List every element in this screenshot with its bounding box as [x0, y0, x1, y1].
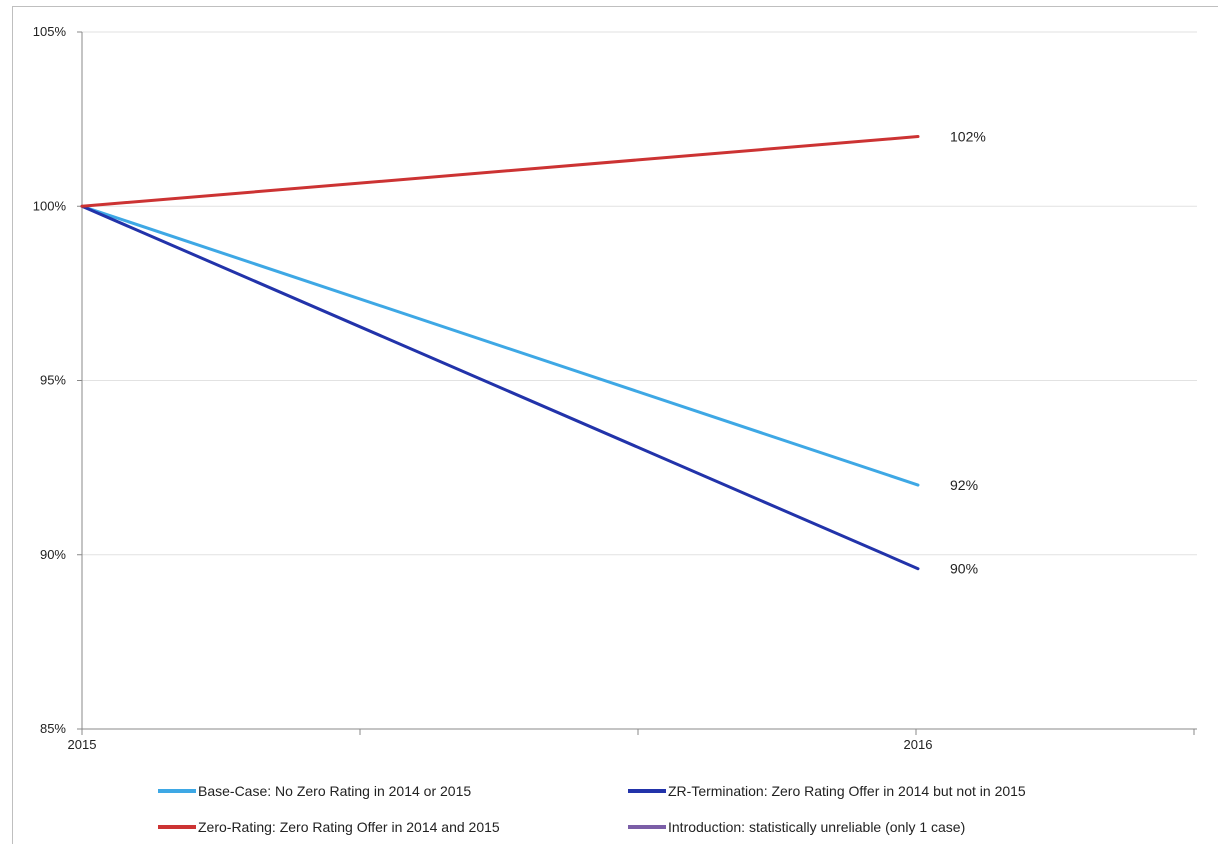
- y-tick-label: 90%: [40, 547, 66, 562]
- series-line: [80, 204, 920, 571]
- gridlines: [82, 31, 1197, 556]
- data-label: 102%: [950, 129, 986, 145]
- x-tick-labels: 2015 2016: [68, 737, 933, 752]
- x-tick-label: 2015: [68, 737, 97, 752]
- axes: [77, 31, 1197, 735]
- x-tick-label: 2016: [904, 737, 933, 752]
- y-tick-label: 105%: [33, 24, 67, 39]
- series-line: [80, 135, 920, 208]
- legend: Base-Case: No Zero Rating in 2014 or 201…: [158, 783, 1026, 835]
- data-label: 90%: [950, 561, 978, 577]
- series-line: [80, 204, 920, 487]
- legend-label: Zero-Rating: Zero Rating Offer in 2014 a…: [198, 819, 500, 835]
- data-label: 92%: [950, 477, 978, 493]
- y-tick-label: 85%: [40, 721, 66, 736]
- y-tick-label: 95%: [40, 373, 66, 388]
- data-labels: 92% 90% 102%: [950, 129, 986, 577]
- y-tick-label: 100%: [33, 198, 67, 213]
- legend-label: Base-Case: No Zero Rating in 2014 or 201…: [198, 783, 471, 799]
- chart-frame: [12, 6, 1218, 844]
- y-tick-labels: 85% 90% 95% 100% 105%: [33, 24, 67, 736]
- legend-label: ZR-Termination: Zero Rating Offer in 201…: [668, 783, 1026, 799]
- legend-label: Introduction: statistically unreliable (…: [668, 819, 965, 835]
- series-lines: [80, 135, 920, 571]
